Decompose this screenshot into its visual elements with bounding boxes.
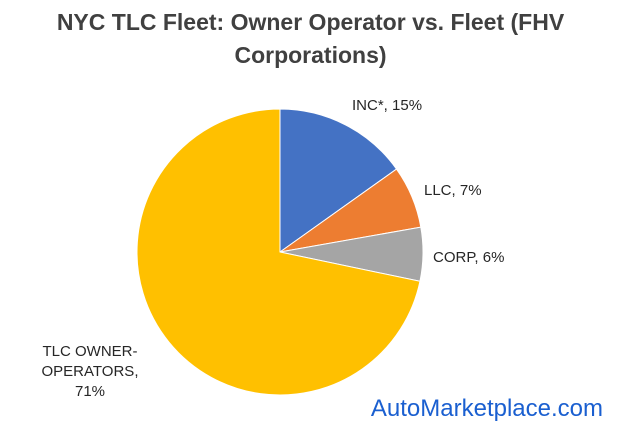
slice-label: LLC, 7% <box>424 182 482 199</box>
value-label: 71% <box>74 383 106 400</box>
slice-label: TLC OWNER-OPERATORS, 71% <box>41 343 139 400</box>
category-label: TLC OWNER-OPERATORS <box>41 343 138 380</box>
value-label: 15% <box>392 97 423 114</box>
value-label: 7% <box>459 182 482 199</box>
slice-label: CORP, 6% <box>433 249 505 266</box>
chart-title: NYC TLC Fleet: Owner Operator vs. Fleet … <box>56 9 565 68</box>
pie-slice <box>136 108 421 396</box>
category-label: LLC <box>424 182 452 199</box>
category-label: CORP <box>433 249 475 266</box>
watermark: AutoMarketplace.com <box>370 395 603 422</box>
category-label: INC* <box>352 97 384 114</box>
pie-slice <box>279 108 398 253</box>
slice-label: INC*, 15% <box>352 97 423 114</box>
value-label: 6% <box>482 249 505 266</box>
